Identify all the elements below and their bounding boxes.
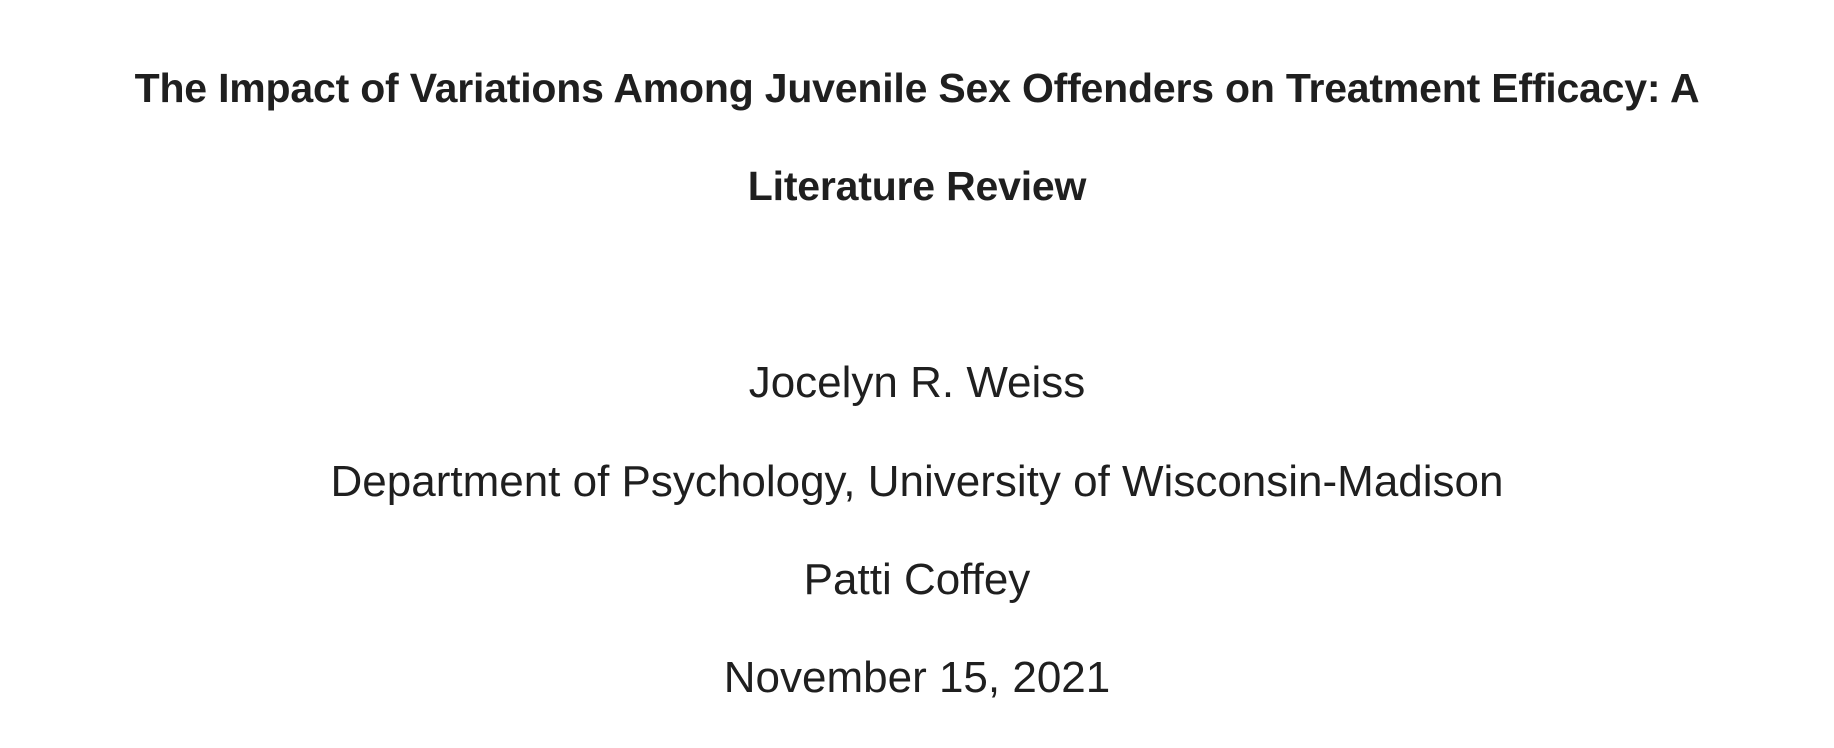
paper-title-line-2: Literature Review: [747, 163, 1087, 209]
author-name: Jocelyn R. Weiss: [748, 358, 1086, 407]
author-affiliation: Department of Psychology, University of …: [330, 457, 1504, 506]
submission-date: November 15, 2021: [723, 653, 1111, 702]
instructor-name: Patti Coffey: [803, 555, 1031, 604]
paper-title-line-1: The Impact of Variations Among Juvenile …: [134, 65, 1700, 111]
